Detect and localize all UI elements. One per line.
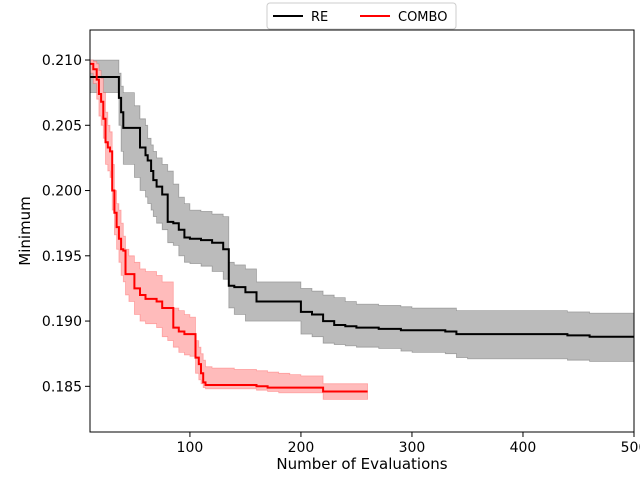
confidence-bands bbox=[89, 59, 635, 400]
y-tick-label: 0.210 bbox=[42, 53, 82, 69]
series-line-re bbox=[90, 76, 634, 338]
y-axis-ticks: 0.185 0.190 0.195 0.200 0.205 0.210 bbox=[42, 53, 90, 395]
series-line-combo bbox=[90, 62, 368, 393]
x-tick-label: 200 bbox=[288, 440, 315, 456]
band-re bbox=[89, 59, 635, 362]
x-axis-label: Number of Evaluations bbox=[276, 455, 447, 473]
x-axis-ticks: 100 200 300 400 500 bbox=[177, 432, 640, 456]
legend-label-re: RE bbox=[311, 10, 328, 25]
y-tick-label: 0.195 bbox=[42, 249, 82, 265]
y-tick-label: 0.205 bbox=[42, 118, 82, 134]
x-tick-label: 300 bbox=[399, 440, 426, 456]
y-tick-label: 0.190 bbox=[42, 314, 82, 330]
x-tick-label: 100 bbox=[177, 440, 204, 456]
legend: RE COMBO bbox=[266, 2, 457, 30]
x-tick-label: 500 bbox=[621, 440, 640, 456]
y-axis-label: Minimum bbox=[16, 196, 34, 266]
series-lines bbox=[90, 62, 634, 393]
plot-frame bbox=[89, 29, 635, 433]
band-combo bbox=[89, 59, 368, 400]
y-tick-label: 0.200 bbox=[42, 184, 82, 200]
x-tick-label: 400 bbox=[510, 440, 537, 456]
legend-label-combo: COMBO bbox=[398, 10, 447, 25]
y-tick-label: 0.185 bbox=[42, 379, 82, 395]
